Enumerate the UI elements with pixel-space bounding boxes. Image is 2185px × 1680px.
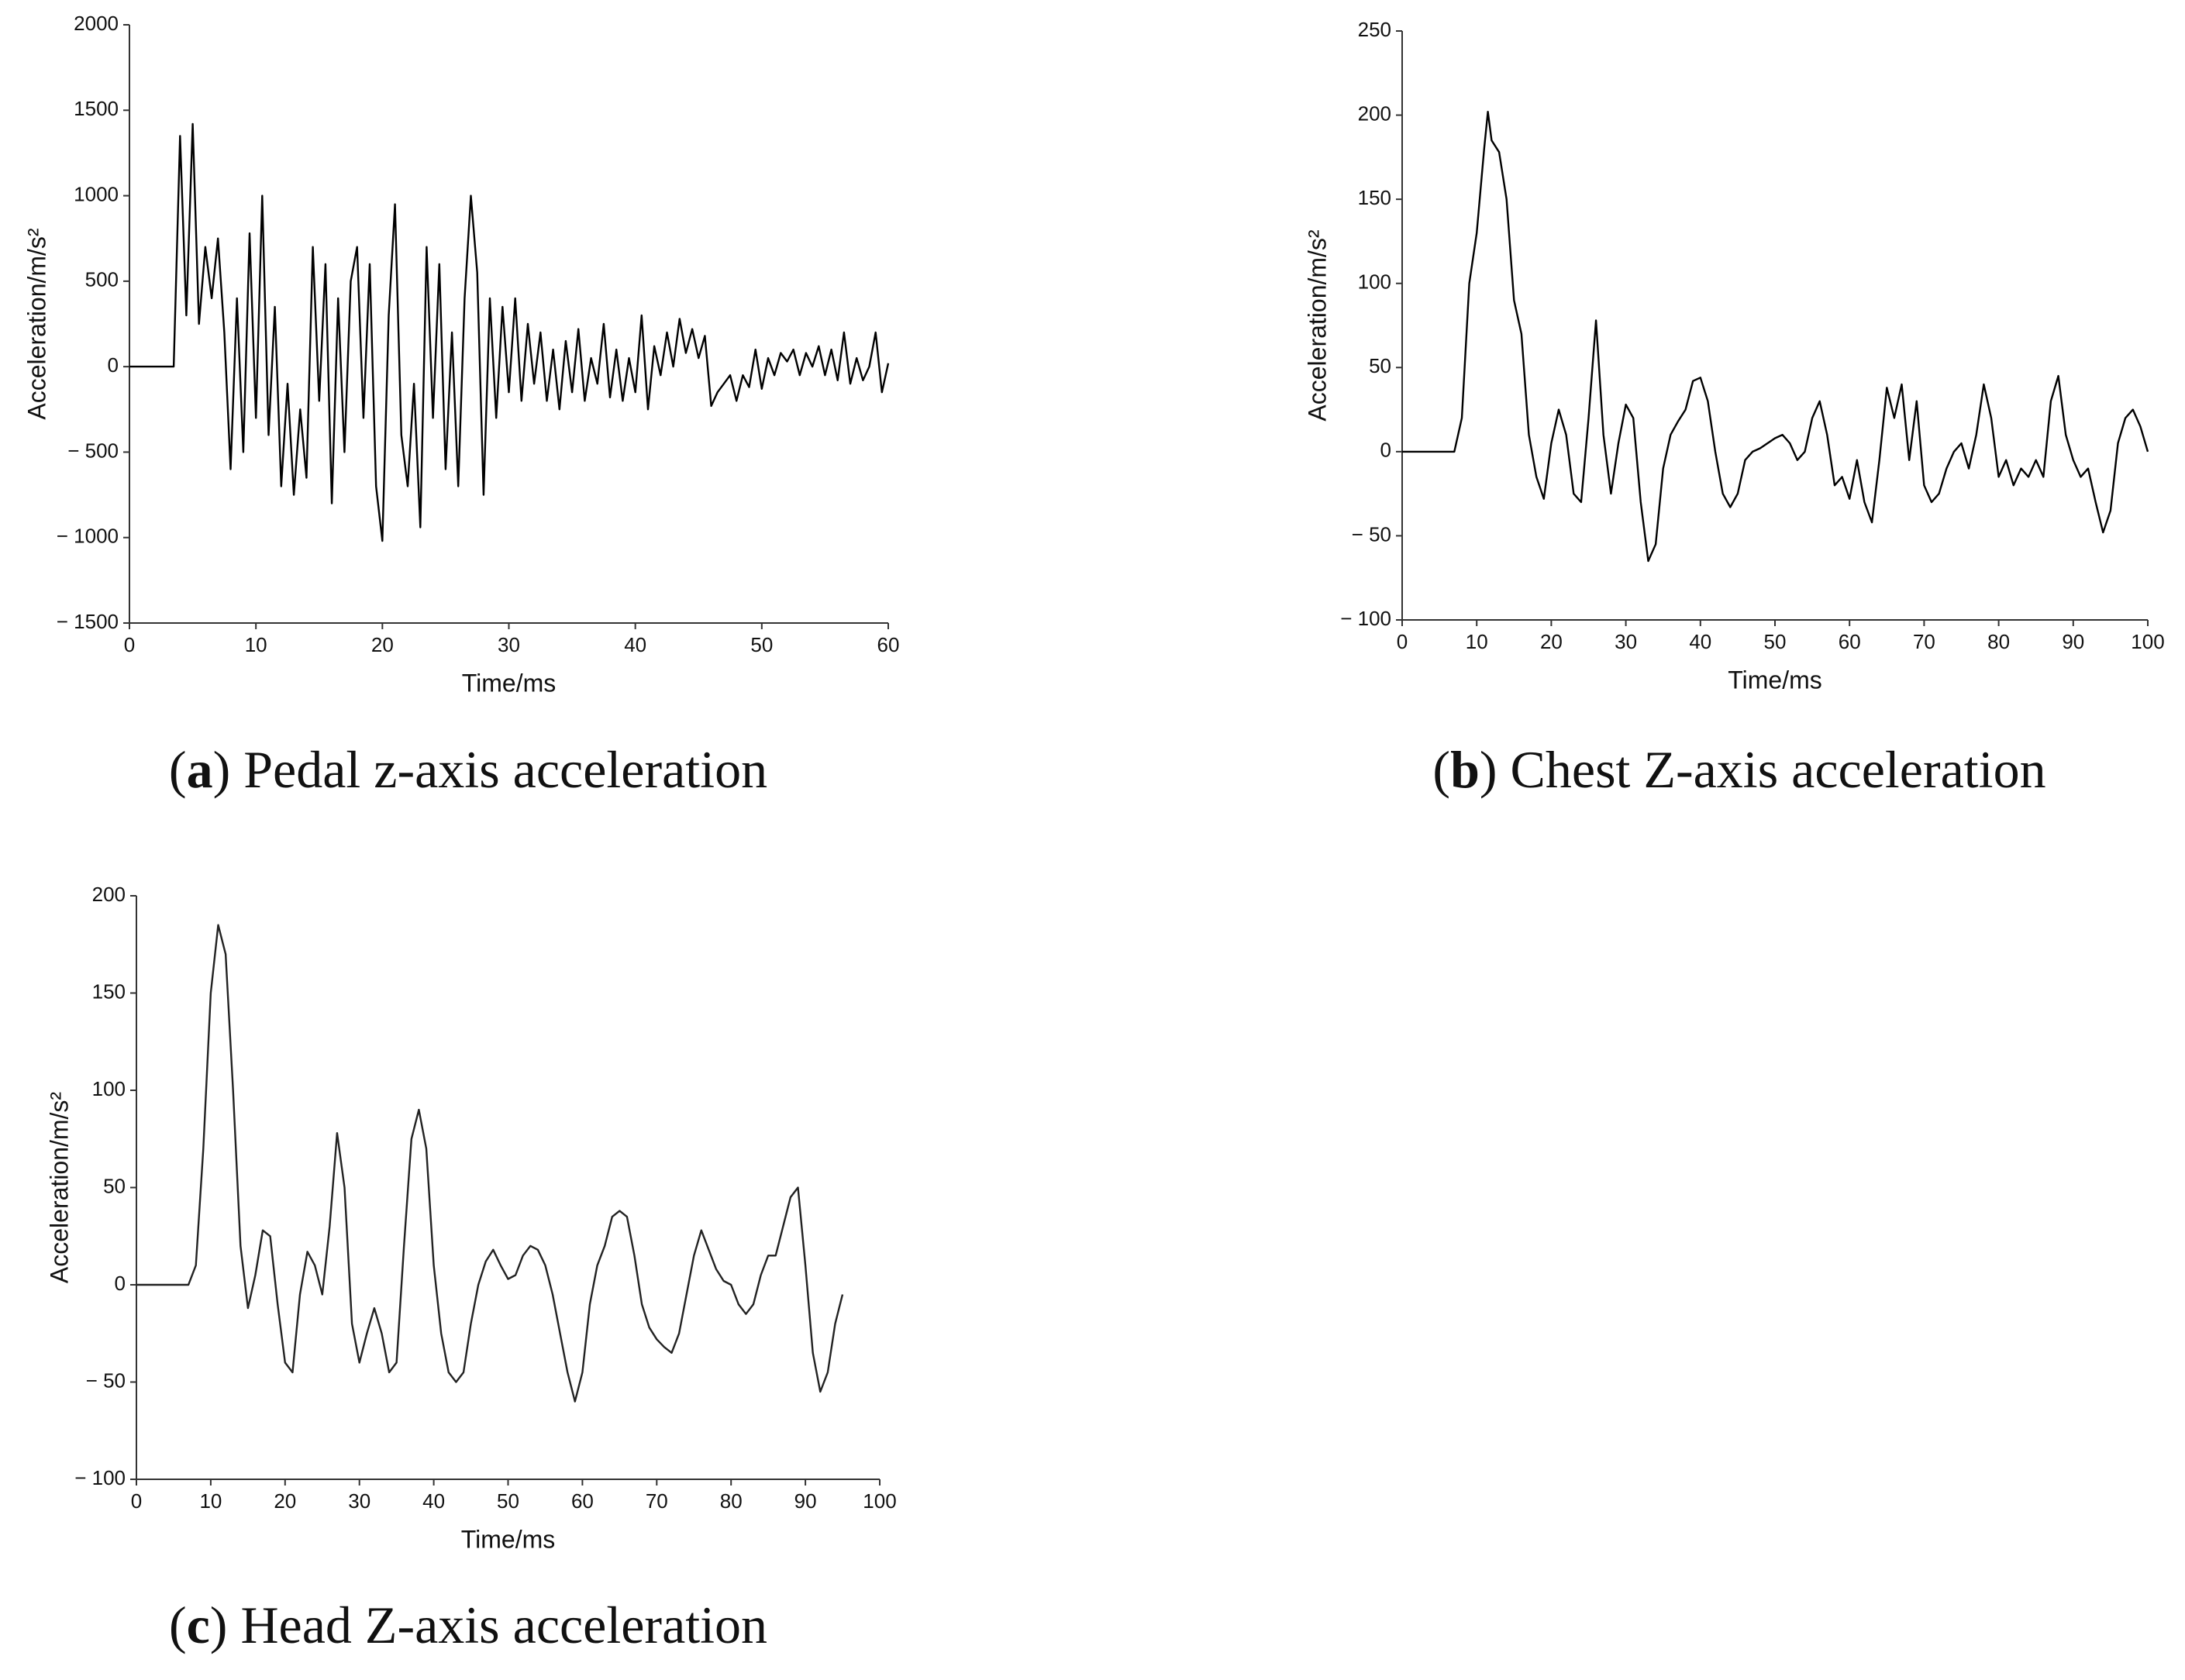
caption: (c) Head Z-axis acceleration <box>169 1596 767 1654</box>
x-tick-label: 100 <box>2131 630 2164 653</box>
x-axis-label: Time/ms <box>461 1525 555 1553</box>
y-tick-label: 50 <box>103 1174 126 1197</box>
caption-part: ( <box>169 1596 187 1654</box>
x-tick-label: 40 <box>624 633 646 656</box>
y-tick-label: 1000 <box>74 182 119 205</box>
y-tick-label: 1500 <box>74 97 119 120</box>
y-axis-label: Acceleration/m/s² <box>1303 229 1331 422</box>
y-tick-label: 2000 <box>74 12 119 35</box>
caption-part: ) Chest Z-axis acceleration <box>1480 740 2046 799</box>
x-tick-label: 30 <box>498 633 520 656</box>
caption-part: b <box>1450 740 1480 799</box>
x-tick-label: 10 <box>245 633 267 656</box>
x-tick-label: 90 <box>794 1489 817 1513</box>
data-line <box>136 924 844 1403</box>
y-tick-label: − 1000 <box>57 525 119 548</box>
x-tick-label: 20 <box>274 1489 296 1513</box>
y-tick-label: − 100 <box>74 1466 126 1489</box>
x-tick-label: 70 <box>1913 630 1935 653</box>
x-tick-label: 40 <box>1689 630 1711 653</box>
y-tick-label: 0 <box>108 353 119 377</box>
x-tick-label: 0 <box>1397 630 1408 653</box>
caption-part: c <box>187 1596 210 1654</box>
y-tick-label: 500 <box>85 268 119 291</box>
x-tick-label: 10 <box>1466 630 1488 653</box>
x-tick-label: 70 <box>646 1489 668 1513</box>
caption-part: a <box>187 740 213 799</box>
x-axis-label: Time/ms <box>462 669 556 697</box>
x-tick-label: 80 <box>1987 630 2010 653</box>
x-tick-label: 60 <box>877 633 900 656</box>
data-line <box>1402 111 2149 563</box>
caption: (a) Pedal z-axis acceleration <box>169 740 767 799</box>
y-tick-label: 150 <box>92 979 126 1003</box>
y-tick-label: 100 <box>1358 270 1391 294</box>
y-tick-label: − 1500 <box>57 610 119 633</box>
x-tick-label: 30 <box>348 1489 370 1513</box>
x-tick-label: 10 <box>199 1489 222 1513</box>
y-tick-label: 0 <box>1380 439 1391 462</box>
y-tick-label: 200 <box>92 883 126 906</box>
x-tick-label: 90 <box>2062 630 2084 653</box>
caption-part: ) Head Z-axis acceleration <box>210 1596 767 1654</box>
x-tick-label: 60 <box>571 1489 594 1513</box>
y-tick-label: − 50 <box>1352 522 1391 546</box>
caption-part: ( <box>169 740 187 799</box>
y-tick-label: − 500 <box>67 439 119 462</box>
y-tick-label: 250 <box>1358 18 1391 41</box>
x-tick-label: 60 <box>1839 630 1861 653</box>
y-tick-label: 100 <box>92 1077 126 1100</box>
y-tick-label: 200 <box>1358 102 1391 125</box>
caption-part: ( <box>1432 740 1450 799</box>
x-tick-label: 40 <box>422 1489 445 1513</box>
x-tick-label: 50 <box>497 1489 519 1513</box>
data-line <box>129 122 890 542</box>
x-tick-label: 0 <box>131 1489 142 1513</box>
y-axis-label: Acceleration/m/s² <box>22 228 50 420</box>
x-tick-label: 20 <box>371 633 394 656</box>
y-tick-label: − 50 <box>86 1368 126 1392</box>
x-tick-label: 100 <box>863 1489 896 1513</box>
x-tick-label: 0 <box>124 633 135 656</box>
caption-part: ) Pedal z-axis acceleration <box>213 740 768 799</box>
y-tick-label: 50 <box>1369 354 1391 377</box>
x-tick-label: 80 <box>720 1489 743 1513</box>
x-tick-label: 30 <box>1615 630 1637 653</box>
x-tick-label: 50 <box>750 633 773 656</box>
y-tick-label: − 100 <box>1340 607 1391 630</box>
x-tick-label: 50 <box>1764 630 1787 653</box>
y-axis-label: Acceleration/m/s² <box>45 1092 73 1284</box>
x-tick-label: 20 <box>1540 630 1563 653</box>
y-tick-label: 150 <box>1358 186 1391 209</box>
y-tick-label: 0 <box>115 1272 126 1295</box>
caption: (b) Chest Z-axis acceleration <box>1432 740 2045 799</box>
x-axis-label: Time/ms <box>1728 666 1821 694</box>
